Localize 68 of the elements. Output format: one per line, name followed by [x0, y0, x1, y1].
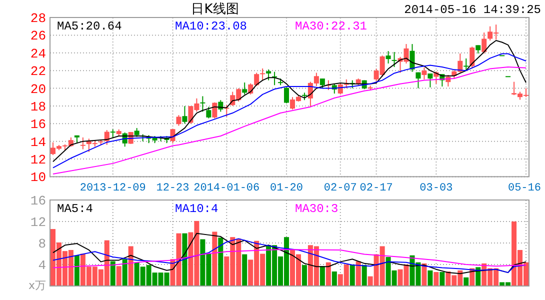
text: MA30:22.31 — [295, 20, 368, 34]
bar — [356, 261, 361, 286]
candlestick — [176, 114, 182, 126]
candlestick — [470, 46, 475, 68]
candlestick — [386, 50, 391, 64]
y-tick-label: 8 — [38, 236, 46, 252]
candlestick — [284, 86, 290, 104]
y-tick-label: 16 — [30, 117, 46, 132]
bar — [110, 261, 116, 286]
bar — [422, 263, 427, 286]
text: MA5:20.64 — [57, 20, 122, 34]
bar — [218, 238, 224, 286]
bar — [326, 262, 331, 286]
chart-title: 日K线图 — [191, 2, 239, 17]
candlestick — [200, 96, 206, 112]
candlestick — [260, 68, 266, 81]
candlestick — [320, 78, 325, 89]
candlestick — [482, 32, 487, 54]
y-tick-label: 26 — [30, 28, 46, 44]
bar — [122, 259, 128, 286]
y-tick-label: 10 — [30, 170, 46, 186]
candlestick — [422, 66, 427, 80]
candlestick — [266, 69, 272, 81]
bar — [434, 272, 439, 286]
line-series — [52, 248, 527, 268]
bar — [320, 266, 325, 286]
candlestick — [80, 136, 86, 150]
bar — [242, 254, 248, 286]
candlestick — [242, 82, 248, 95]
text: MA30:3 — [295, 202, 338, 216]
y-tick-label: 16 — [30, 194, 46, 208]
y-tick-label: 20 — [30, 82, 46, 97]
bar — [476, 267, 481, 286]
bar — [74, 255, 80, 286]
bar — [332, 271, 337, 286]
bar — [128, 246, 134, 286]
y-tick-label: 22 — [30, 64, 46, 80]
y-tick-label: 12 — [30, 152, 46, 168]
y-tick-label: 18 — [30, 99, 46, 114]
candlestick — [392, 51, 397, 68]
bar — [362, 265, 367, 286]
bar — [212, 232, 218, 286]
y-tick-label: 24 — [30, 46, 46, 62]
line-series — [52, 66, 527, 175]
bar — [302, 265, 307, 286]
y-tick-label: 14 — [30, 134, 46, 150]
y-tick-label: 12 — [30, 215, 46, 230]
candlestick — [464, 58, 469, 72]
bar — [116, 266, 122, 286]
bar — [182, 233, 188, 286]
y-tick-label: 28 — [30, 11, 46, 26]
candlestick — [212, 102, 218, 119]
chart-subtitle: 2014-05-16 14:39:25 — [404, 3, 541, 17]
candlestick — [182, 106, 188, 124]
bar — [440, 272, 445, 286]
text: MA5:4 — [57, 202, 94, 216]
candlestick — [416, 72, 421, 89]
line-series — [52, 238, 527, 274]
bar — [464, 277, 469, 286]
y-tick-label: 4 — [38, 258, 46, 273]
candlestick — [206, 106, 212, 119]
y-axis-title: x万 — [28, 279, 46, 292]
bar — [428, 270, 433, 286]
bar — [350, 264, 355, 286]
candlestick — [428, 72, 433, 88]
text: MA10:23.08 — [175, 20, 248, 34]
line-series — [52, 232, 527, 274]
text: MA10:4 — [175, 202, 218, 216]
